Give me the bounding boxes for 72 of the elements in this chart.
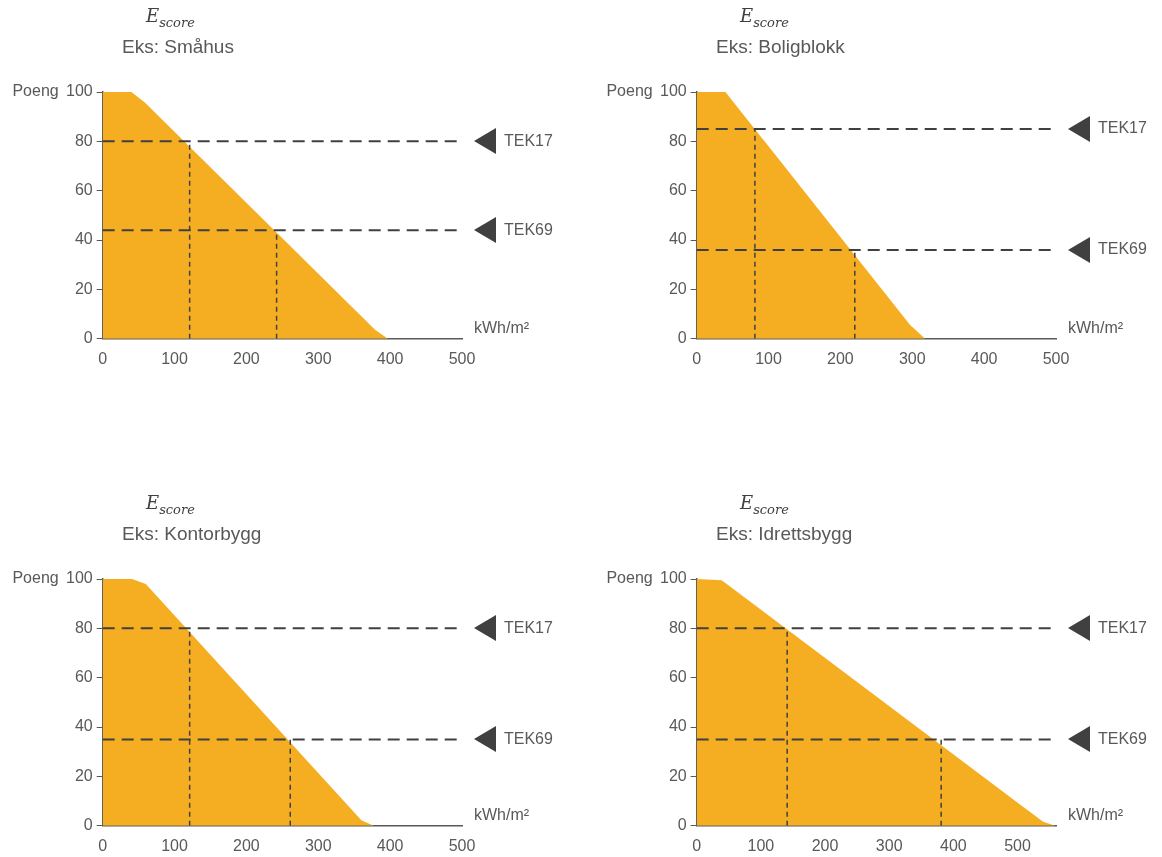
x-tick-label: 0 — [98, 836, 108, 854]
chart-subtitle: Eks: Idrettsbygg — [716, 521, 853, 546]
ref-line-label: TEK69 — [504, 220, 554, 238]
chart-subtitle: Eks: Boligblokk — [716, 34, 845, 59]
x-axis-title: kWh/m² — [1068, 319, 1124, 337]
chart-title: E$_{score}$ — [740, 4, 790, 32]
y-axis-title: Poeng — [606, 82, 653, 100]
y-axis-title: Poeng — [606, 569, 653, 587]
x-tick-label: 500 — [448, 836, 476, 854]
chart-title: E$_{score}$ — [146, 491, 196, 519]
y-tick-label: 100 — [659, 82, 687, 100]
x-tick-label: 400 — [376, 836, 404, 854]
y-tick-label: 20 — [668, 766, 687, 784]
ref-line-label: TEK69 — [1098, 240, 1148, 258]
x-tick-label: 100 — [747, 836, 775, 854]
x-axis-title: kWh/m² — [474, 806, 530, 824]
chart-subtitle: Eks: Kontorbygg — [122, 521, 262, 546]
x-tick-label: 500 — [1042, 349, 1070, 367]
y-axis-title: Poeng — [12, 569, 59, 587]
y-tick-label: 40 — [74, 230, 93, 248]
y-axis-title: Poeng — [12, 82, 59, 100]
x-tick-label: 200 — [827, 349, 854, 367]
ref-line-label: TEK69 — [1098, 729, 1148, 747]
y-tick-label: 0 — [83, 816, 93, 834]
x-tick-label: 200 — [811, 836, 839, 854]
y-tick-label: 80 — [74, 618, 93, 636]
x-tick-label: 300 — [898, 349, 926, 367]
x-tick-label: 0 — [692, 349, 702, 367]
ref-line-label: TEK17 — [504, 131, 554, 149]
x-tick-label: 100 — [161, 836, 188, 854]
y-tick-label: 80 — [74, 131, 93, 149]
y-tick-label: 100 — [65, 569, 93, 587]
y-tick-label: 0 — [677, 329, 687, 347]
y-tick-label: 100 — [65, 82, 93, 100]
y-tick-label: 60 — [74, 668, 93, 686]
x-tick-label: 100 — [161, 349, 188, 367]
x-tick-label: 100 — [755, 349, 782, 367]
chart-title: E$_{score}$ — [740, 491, 790, 519]
ref-line-label: TEK69 — [504, 729, 554, 747]
x-tick-label: 200 — [233, 349, 260, 367]
x-tick-label: 0 — [692, 836, 702, 854]
y-tick-label: 60 — [74, 181, 93, 199]
y-tick-label: 80 — [668, 131, 687, 149]
y-tick-label: 60 — [668, 181, 687, 199]
x-tick-label: 300 — [304, 349, 332, 367]
y-tick-label: 0 — [677, 816, 687, 834]
y-tick-label: 40 — [668, 230, 687, 248]
chart-subtitle: Eks: Småhus — [122, 34, 234, 59]
x-tick-label: 200 — [233, 836, 260, 854]
x-tick-label: 400 — [970, 349, 998, 367]
chart-title: E$_{score}$ — [146, 4, 196, 32]
x-axis-title: kWh/m² — [474, 319, 530, 337]
ref-line-label: TEK17 — [1098, 119, 1148, 137]
y-tick-label: 20 — [74, 279, 93, 297]
x-tick-label: 0 — [98, 349, 108, 367]
x-tick-label: 300 — [304, 836, 332, 854]
ref-line-label: TEK17 — [1098, 618, 1148, 636]
y-tick-label: 0 — [83, 329, 93, 347]
y-tick-label: 40 — [668, 717, 687, 735]
y-tick-label: 60 — [668, 668, 687, 686]
x-tick-label: 300 — [875, 836, 903, 854]
ref-line-label: TEK17 — [504, 618, 554, 636]
x-tick-label: 400 — [939, 836, 967, 854]
x-tick-label: 400 — [376, 349, 404, 367]
y-tick-label: 100 — [659, 569, 687, 587]
x-tick-label: 500 — [448, 349, 476, 367]
x-tick-label: 500 — [1004, 836, 1031, 854]
x-axis-title: kWh/m² — [1068, 806, 1124, 824]
y-tick-label: 80 — [668, 618, 687, 636]
y-tick-label: 20 — [668, 279, 687, 297]
y-tick-label: 40 — [74, 717, 93, 735]
y-tick-label: 20 — [74, 766, 93, 784]
